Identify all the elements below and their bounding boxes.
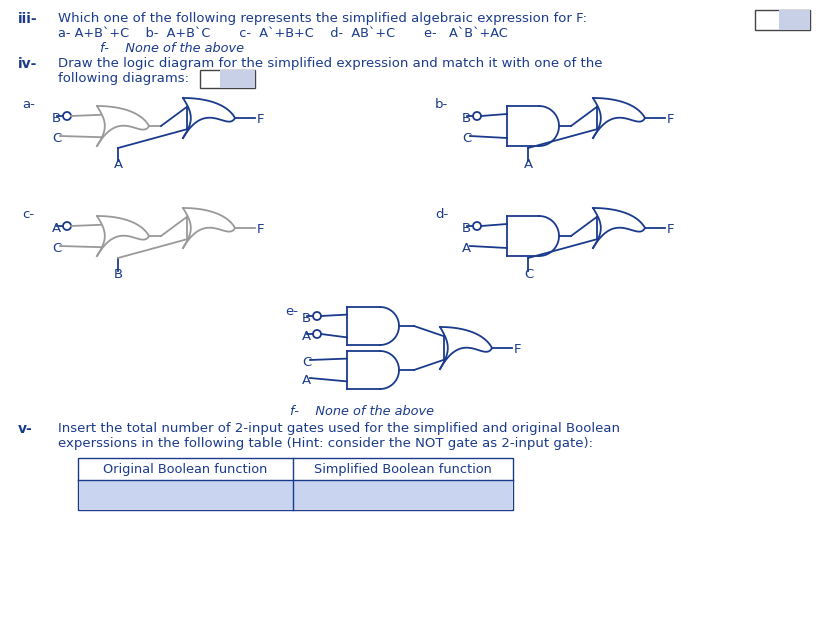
Text: F: F — [514, 343, 522, 356]
Text: experssions in the following table (Hint: consider the NOT gate as 2-input gate): experssions in the following table (Hint… — [58, 437, 593, 450]
Bar — [779, 10, 810, 30]
Bar — [79, 481, 512, 509]
Text: Draw the logic diagram for the simplified expression and match it with one of th: Draw the logic diagram for the simplifie… — [58, 57, 603, 70]
Text: C: C — [524, 268, 533, 281]
Text: following diagrams:: following diagrams: — [58, 72, 189, 85]
Text: e-: e- — [285, 305, 298, 318]
Bar — [755, 10, 810, 30]
Text: Original Boolean function: Original Boolean function — [103, 463, 268, 475]
Text: a- A+B`+C    b-  A+B`C       c-  A`+B+C    d-  AB`+C       e-   A`B`+AC: a- A+B`+C b- A+B`C c- A`+B+C d- AB`+C e-… — [58, 27, 508, 40]
Text: d-: d- — [435, 208, 448, 221]
Bar — [200, 70, 255, 88]
Text: b-: b- — [435, 98, 448, 111]
Text: iii-: iii- — [18, 12, 37, 26]
Text: C: C — [462, 132, 471, 145]
Text: F: F — [667, 223, 675, 236]
Text: F: F — [257, 223, 265, 236]
Text: C: C — [52, 242, 61, 255]
Text: B: B — [114, 268, 123, 281]
Text: B: B — [462, 222, 471, 235]
Text: B: B — [302, 312, 311, 325]
Text: F: F — [257, 113, 265, 126]
Text: A: A — [524, 158, 533, 171]
Bar — [78, 458, 513, 510]
Text: B: B — [52, 112, 61, 125]
Text: B: B — [462, 112, 471, 125]
Text: A: A — [302, 374, 311, 387]
Text: a-: a- — [22, 98, 35, 111]
Text: A: A — [302, 330, 311, 343]
Text: v-: v- — [18, 422, 33, 436]
Text: A: A — [114, 158, 123, 171]
Bar — [220, 70, 255, 88]
Text: F: F — [667, 113, 675, 126]
Text: Simplified Boolean function: Simplified Boolean function — [314, 463, 492, 475]
Text: f-    None of the above: f- None of the above — [290, 405, 434, 418]
Text: c-: c- — [22, 208, 34, 221]
Text: C: C — [52, 132, 61, 145]
Text: iv-: iv- — [18, 57, 37, 71]
Text: A: A — [462, 242, 471, 255]
Text: C: C — [302, 356, 311, 369]
Text: Which one of the following represents the simplified algebraic expression for F:: Which one of the following represents th… — [58, 12, 587, 25]
Text: A: A — [52, 222, 61, 235]
Text: Insert the total number of 2-input gates used for the simplified and original Bo: Insert the total number of 2-input gates… — [58, 422, 620, 435]
Text: f-    None of the above: f- None of the above — [100, 42, 244, 55]
